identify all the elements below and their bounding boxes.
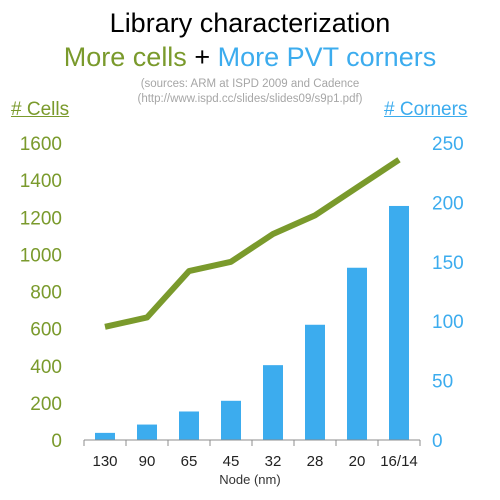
x-tick-label: 32 [265, 453, 282, 470]
chart-title: Library characterization [109, 8, 391, 38]
x-tick-label: 45 [223, 453, 240, 470]
corners-bar [305, 324, 325, 440]
sources-note: (sources: ARM at ISPD 2009 and Cadence (… [0, 77, 500, 107]
y-right-tick-label: 0 [432, 431, 443, 452]
x-tick-label: 28 [307, 453, 324, 470]
x-tick-label: 90 [139, 453, 156, 470]
y-left-tick-label: 800 [30, 283, 62, 304]
sources-line-2: (http://www.ispd.cc/slides/slides09/s9p1… [137, 93, 363, 105]
corners-bar [179, 411, 199, 440]
corners-bar [389, 205, 409, 440]
x-axis-label: Node (nm) [219, 472, 281, 487]
y-left-tick-label: 200 [30, 394, 62, 415]
y-left-axis-label: # Cells [11, 99, 70, 120]
x-tick-label: 16/14 [380, 453, 418, 470]
y-right-tick-label: 50 [432, 372, 453, 393]
y-right-axis-label: # Corners [384, 99, 468, 120]
corners-bar [263, 365, 283, 440]
subtitle-plus: + [194, 42, 211, 72]
x-tick-label: 65 [181, 453, 198, 470]
y-left-tick-label: 0 [51, 431, 62, 452]
x-tick-label: 130 [92, 453, 117, 470]
y-right-tick-label: 250 [432, 134, 464, 155]
chart-subtitle: More cells + More PVT corners [0, 42, 500, 73]
y-left-tick-label: 400 [30, 357, 62, 378]
subtitle-corners: More PVT corners [217, 42, 437, 72]
sources-line-1: (sources: ARM at ISPD 2009 and Cadence [140, 78, 360, 90]
corners-bar [95, 432, 115, 440]
y-left-tick-label: 1400 [20, 171, 62, 192]
corners-bar [137, 424, 157, 440]
subtitle-cells: More cells [63, 42, 187, 72]
x-tick-label: 20 [349, 453, 366, 470]
y-left-tick-label: 1000 [20, 245, 62, 266]
y-right-tick-label: 200 [432, 193, 464, 214]
y-left-tick-label: 600 [30, 320, 62, 341]
y-right-tick-label: 100 [432, 312, 464, 333]
y-right-tick-label: 150 [432, 253, 464, 274]
corners-bar [221, 400, 241, 440]
cells-line [104, 157, 401, 330]
y-left-tick-label: 1600 [20, 134, 62, 155]
corners-bar [347, 267, 367, 440]
y-left-tick-label: 1200 [20, 208, 62, 229]
